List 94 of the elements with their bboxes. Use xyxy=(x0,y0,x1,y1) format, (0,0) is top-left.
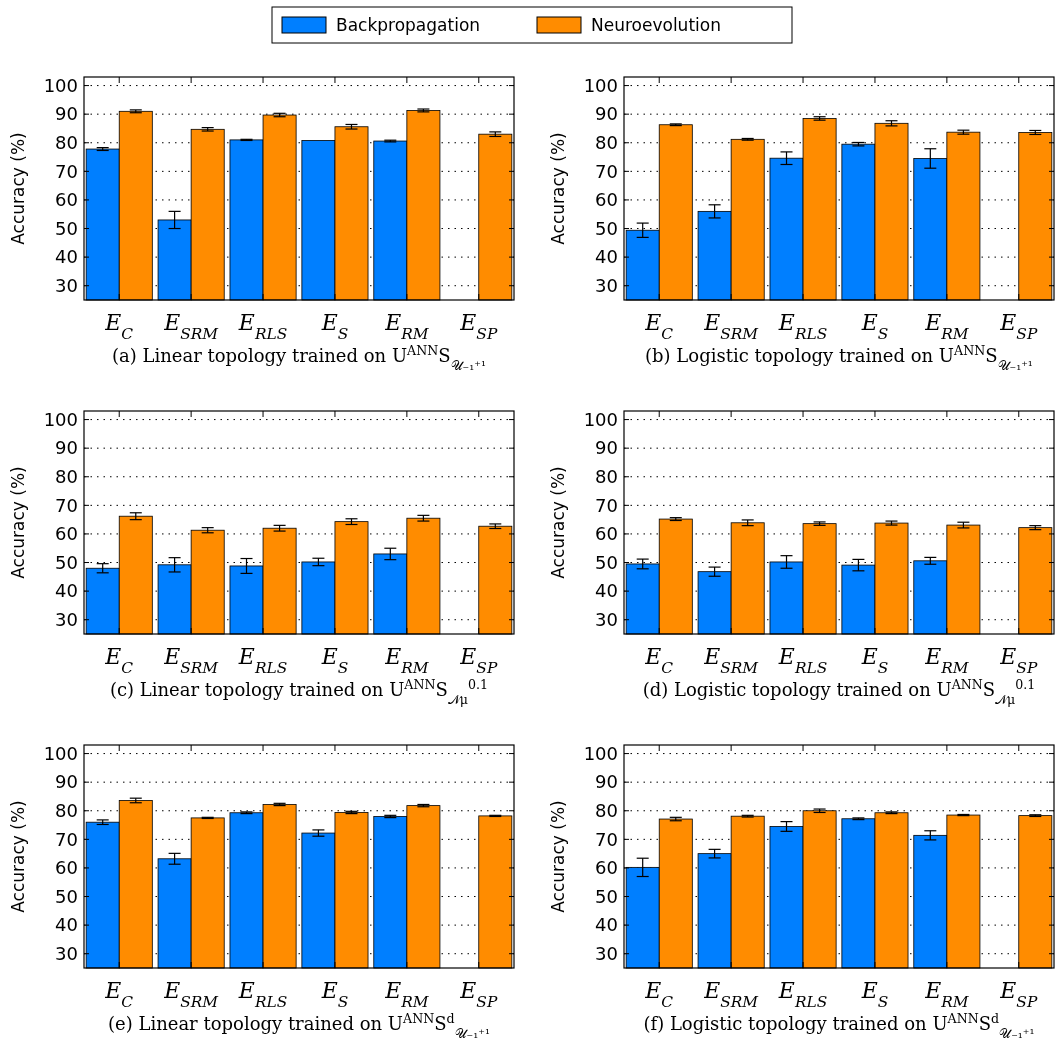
y-tick-label: 100 xyxy=(43,408,78,430)
x-tick-label: E$_{RLS}$ xyxy=(777,978,828,1011)
y-tick-label: 90 xyxy=(595,103,618,125)
y-tick-label: 30 xyxy=(55,609,78,631)
y-tick-label: 80 xyxy=(595,132,618,154)
y-tick-label: 40 xyxy=(595,580,618,602)
text: (a) Linear topology trained on U$^{ANN}$S$_{𝒰₋₁⁺¹}$ xyxy=(112,342,486,373)
x-tick-label: E$_{SP}$ xyxy=(999,644,1038,677)
x-tick-label: E$_{RM}$ xyxy=(924,978,970,1011)
y-tick-label: 40 xyxy=(595,914,618,936)
y-tick-label: 50 xyxy=(55,885,78,907)
x-tick-label: E$_{SRM}$ xyxy=(163,978,220,1011)
y-tick-label: 40 xyxy=(55,246,78,268)
y-tick-label: 40 xyxy=(55,580,78,602)
y-tick-label: 30 xyxy=(55,943,78,965)
x-tick-label: E$_{SP}$ xyxy=(999,978,1038,1011)
y-tick-label: 60 xyxy=(55,857,78,879)
x-tick-label: E$_{S}$ xyxy=(860,978,889,1011)
x-tick-label: E$_{RLS}$ xyxy=(237,978,288,1011)
y-tick-label: 100 xyxy=(43,74,78,96)
x-tick-label: E$_{S}$ xyxy=(320,310,349,343)
x-tick-label: E$_{C}$ xyxy=(104,644,134,677)
x-tick-label: E$_{S}$ xyxy=(320,978,349,1011)
y-axis-title: Accuracy (%) xyxy=(548,132,568,245)
y-tick-label: 70 xyxy=(55,828,78,850)
y-axis-title: Accuracy (%) xyxy=(548,800,568,913)
x-tick-label: E$_{S}$ xyxy=(860,644,889,677)
x-tick-label: E$_{SP}$ xyxy=(459,644,498,677)
x-tick-label: E$_{S}$ xyxy=(320,644,349,677)
y-tick-label: 90 xyxy=(55,103,78,125)
y-tick-label: 80 xyxy=(595,800,618,822)
x-tick-label: E$_{SRM}$ xyxy=(703,310,760,343)
x-tick-label: E$_{SRM}$ xyxy=(163,644,220,677)
y-tick-label: 30 xyxy=(55,275,78,297)
x-tick-label: E$_{RLS}$ xyxy=(777,310,828,343)
y-tick-label: 90 xyxy=(55,771,78,793)
y-tick-label: 40 xyxy=(55,914,78,936)
y-tick-label: 50 xyxy=(55,551,78,573)
x-tick-label: E$_{SP}$ xyxy=(459,978,498,1011)
x-tick-label: E$_{RM}$ xyxy=(384,644,430,677)
y-tick-label: 80 xyxy=(595,466,618,488)
x-tick-label: E$_{RM}$ xyxy=(924,310,970,343)
y-axis-title: Accuracy (%) xyxy=(8,466,28,579)
y-axis-title: Accuracy (%) xyxy=(548,466,568,579)
y-tick-label: 50 xyxy=(595,885,618,907)
y-tick-label: 90 xyxy=(55,437,78,459)
x-tick-label: E$_{SRM}$ xyxy=(703,644,760,677)
y-tick-label: 70 xyxy=(55,160,78,182)
x-tick-label: E$_{RLS}$ xyxy=(237,644,288,677)
x-tick-label: E$_{C}$ xyxy=(104,978,134,1011)
x-tick-label: E$_{RM}$ xyxy=(924,644,970,677)
x-tick-label: E$_{C}$ xyxy=(644,310,674,343)
text: (b) Logistic topology trained on U$^{ANN}$S$_{𝒰₋₁⁺¹}$ xyxy=(645,342,1033,373)
y-axis-title: Accuracy (%) xyxy=(8,800,28,913)
y-tick-label: 100 xyxy=(43,742,78,764)
y-tick-label: 60 xyxy=(595,523,618,545)
y-tick-label: 100 xyxy=(583,74,618,96)
y-tick-label: 60 xyxy=(595,189,618,211)
y-tick-label: 50 xyxy=(595,217,618,239)
y-tick-label: 30 xyxy=(595,943,618,965)
y-tick-label: 40 xyxy=(595,246,618,268)
y-tick-label: 50 xyxy=(595,551,618,573)
x-tick-label: E$_{SRM}$ xyxy=(163,310,220,343)
x-tick-label: E$_{RM}$ xyxy=(384,310,430,343)
y-tick-label: 80 xyxy=(55,466,78,488)
y-tick-label: 80 xyxy=(55,800,78,822)
y-tick-label: 70 xyxy=(595,160,618,182)
legend-label: Neuroevolution xyxy=(591,14,721,35)
y-tick-label: 100 xyxy=(583,408,618,430)
x-tick-label: E$_{RLS}$ xyxy=(237,310,288,343)
x-tick-label: E$_{SP}$ xyxy=(459,310,498,343)
x-tick-label: E$_{RM}$ xyxy=(384,978,430,1011)
y-tick-label: 30 xyxy=(595,609,618,631)
y-tick-label: 50 xyxy=(55,217,78,239)
y-tick-label: 70 xyxy=(595,494,618,516)
y-tick-label: 90 xyxy=(595,437,618,459)
y-tick-label: 100 xyxy=(583,742,618,764)
y-tick-label: 70 xyxy=(55,494,78,516)
legend-label: Backpropagation xyxy=(336,14,481,35)
y-tick-label: 30 xyxy=(595,275,618,297)
y-tick-label: 70 xyxy=(595,828,618,850)
x-tick-label: E$_{RLS}$ xyxy=(777,644,828,677)
y-tick-label: 90 xyxy=(595,771,618,793)
y-tick-label: 60 xyxy=(55,523,78,545)
y-tick-label: 60 xyxy=(595,857,618,879)
x-tick-label: E$_{C}$ xyxy=(644,978,674,1011)
x-tick-label: E$_{SP}$ xyxy=(999,310,1038,343)
y-axis-title: Accuracy (%) xyxy=(8,132,28,245)
x-tick-label: E$_{C}$ xyxy=(644,644,674,677)
x-tick-label: E$_{SRM}$ xyxy=(703,978,760,1011)
x-tick-label: E$_{S}$ xyxy=(860,310,889,343)
x-tick-label: E$_{C}$ xyxy=(104,310,134,343)
y-tick-label: 80 xyxy=(55,132,78,154)
y-tick-label: 60 xyxy=(55,189,78,211)
